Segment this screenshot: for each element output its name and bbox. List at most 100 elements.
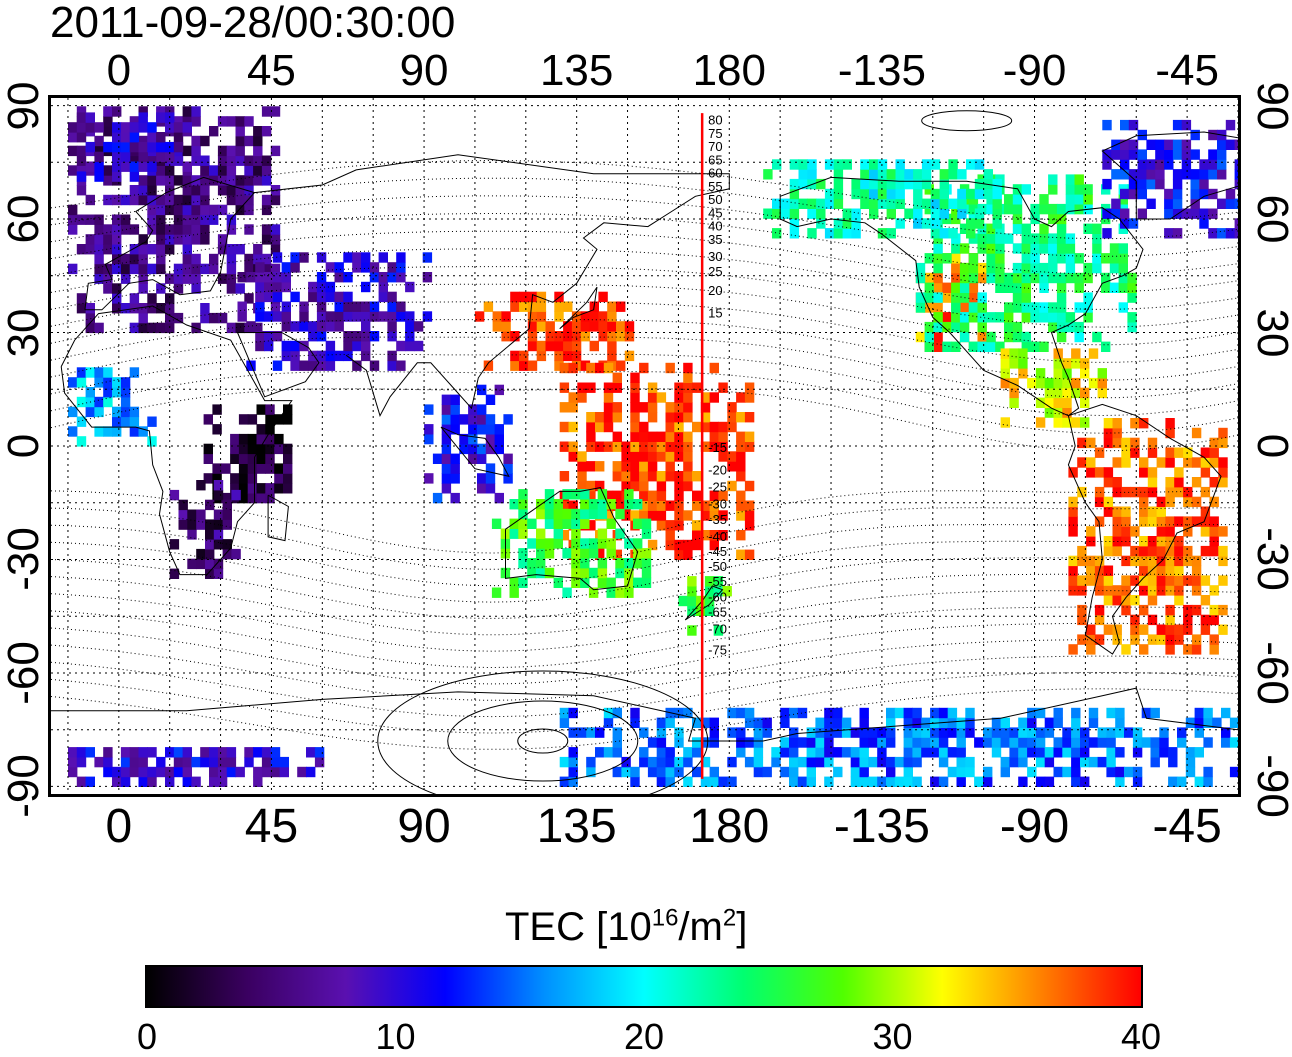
tec-cell [1102,178,1112,190]
tec-cell [1147,536,1158,547]
tec-cell [924,203,934,215]
tec-cell [559,717,570,728]
tec-cell [1062,727,1072,738]
tec-cell [1044,377,1055,389]
tec-cell [1165,575,1175,586]
tec-cell [995,312,1005,323]
tec-cell [709,421,719,433]
tec-cell [968,282,979,293]
tec-cell [1071,737,1081,748]
tec-cell [191,273,201,284]
tec-cell [639,402,649,413]
tec-cell [1130,624,1140,635]
tec-cell [992,188,1002,200]
tec-cell [103,175,113,186]
tec-cell [1177,727,1187,738]
tec-cell [173,312,184,324]
mlat-label: -60 [708,589,727,604]
tec-cell [824,756,834,768]
tec-cell [129,141,140,153]
tec-cell [1130,634,1140,645]
magnetic-latitude-labels: 8075706560555045403530252015-15-20-25-30… [708,113,727,658]
tec-cell [68,747,78,758]
tec-cell [815,727,825,738]
tec-cell [325,340,336,352]
tec-cell [647,412,658,423]
tec-cell [992,208,1002,219]
tec-cell [1155,169,1165,180]
tec-cell [272,331,283,342]
tec-cell [713,625,724,636]
tec-cell [621,766,631,778]
tec-cell [965,766,975,778]
tec-cell [624,567,634,579]
tec-cell [806,756,816,768]
tec-cell [595,412,605,423]
mlat-contour [51,639,1238,701]
tec-cell [606,587,616,598]
tec-cell [1111,149,1121,160]
tec-cell [235,175,245,186]
tec-cell [639,490,649,501]
tec-cell [912,776,922,787]
tec-cell [325,311,336,322]
tec-cell [1062,397,1072,408]
tec-cell [85,367,95,378]
tec-cell [103,283,113,294]
tec-cell [352,340,362,352]
tec-cell [238,463,249,474]
tec-cell [1115,707,1125,719]
tec-cell [647,471,658,482]
tec-cell [665,451,675,462]
tec-cell [1139,644,1149,655]
tec-cell [138,303,148,314]
tec-cell [1165,447,1175,458]
tec-cell [915,292,926,303]
tec-cell [877,727,887,738]
tec-cell [1012,321,1023,333]
tec-cell [597,567,608,579]
tec-cell [554,311,564,322]
tec-cell [562,518,572,529]
tec-cell [1181,119,1192,131]
tec-cell [1083,312,1093,323]
tec-cell [824,198,835,209]
tec-cell [683,412,693,423]
tec-cell [306,747,316,758]
tec-cell [536,350,547,362]
tec-cell [545,321,555,332]
tec-region [68,106,281,334]
tec-cell [656,441,667,452]
tec-cell [1012,243,1023,254]
tec-cell [647,766,658,778]
tec-cell [947,727,958,738]
tec-cell [877,159,888,170]
tec-cell [334,311,344,322]
tec-region [474,291,635,371]
mlat-label: 50 [708,192,722,207]
tec-cell [630,717,640,728]
tec-cell [877,756,887,768]
tec-cell [138,312,148,324]
tec-cell [120,214,131,225]
tec-cell [221,492,231,504]
tec-cell [441,453,452,464]
tec-cell [860,159,870,170]
tec-region [1068,418,1228,655]
tec-cell [85,141,95,153]
tec-cell [965,717,975,728]
tec-cell [1074,203,1084,215]
tec-cell [753,717,764,728]
tec-cell [921,218,932,229]
tec-cell [316,350,327,362]
tec-cell [264,331,274,342]
tec-cell [709,717,719,728]
tec-cell [959,262,970,274]
tec-cell [1035,756,1046,768]
tec-cell [1181,208,1192,219]
tec-cell [1092,331,1102,343]
tec-cell [1062,358,1072,369]
tec-cell [112,303,122,314]
tec-cell [913,169,923,180]
tec-cell [518,499,528,510]
